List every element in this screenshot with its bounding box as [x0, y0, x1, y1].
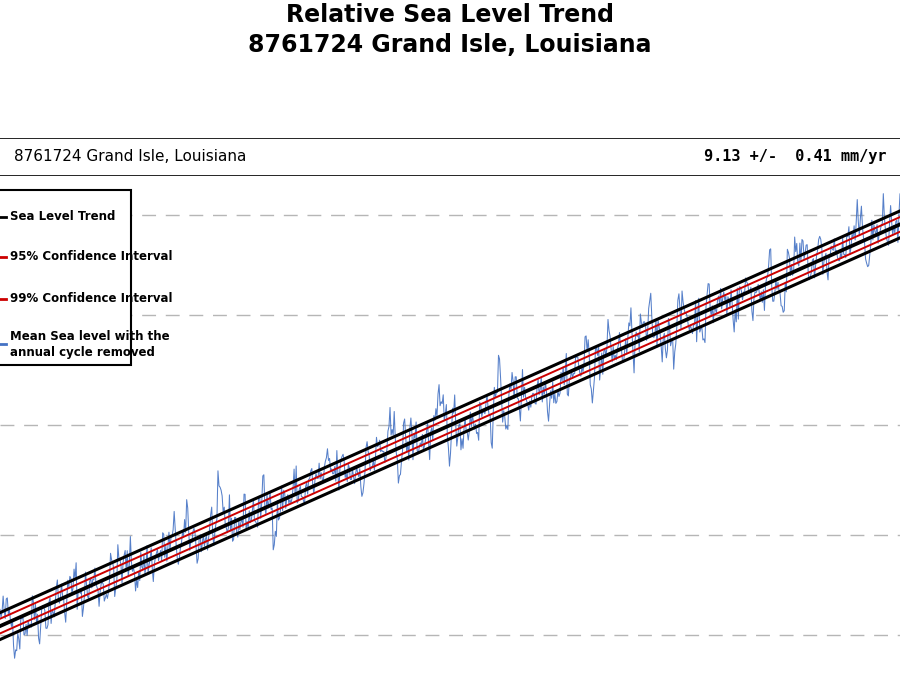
Text: Sea Level Trend: Sea Level Trend	[10, 210, 115, 223]
Text: Relative Sea Level Trend
8761724 Grand Isle, Louisiana: Relative Sea Level Trend 8761724 Grand I…	[248, 3, 652, 57]
Text: 9.13 +/-  0.41 mm/yr: 9.13 +/- 0.41 mm/yr	[704, 149, 886, 165]
Bar	[0, 190, 131, 365]
Text: 8761724 Grand Isle, Louisiana: 8761724 Grand Isle, Louisiana	[14, 149, 246, 165]
Text: annual cycle removed: annual cycle removed	[10, 346, 155, 358]
Text: Mean Sea level with the: Mean Sea level with the	[10, 330, 169, 343]
Text: 99% Confidence Interval: 99% Confidence Interval	[10, 292, 173, 305]
Text: 95% Confidence Interval: 95% Confidence Interval	[10, 250, 173, 263]
